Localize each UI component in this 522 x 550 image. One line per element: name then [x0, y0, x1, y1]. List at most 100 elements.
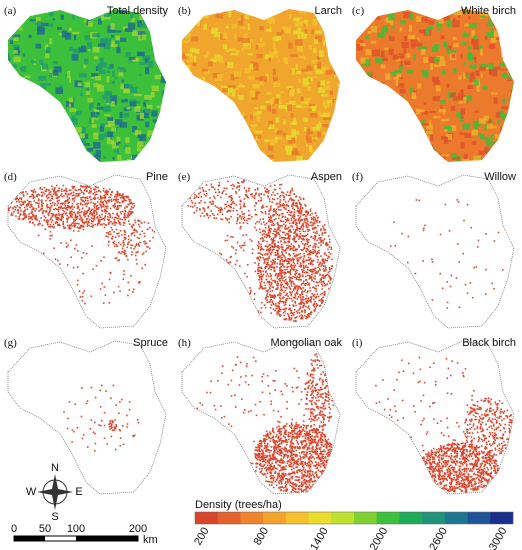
pixel-patch [140, 222, 143, 224]
pixel-patch [511, 24, 514, 29]
pixel-patch [203, 54, 209, 59]
pixel-patch [353, 21, 355, 26]
pixel-patch [266, 253, 269, 256]
pixel-patch [247, 196, 250, 199]
pixel-patch [282, 246, 284, 248]
pixel-patch [280, 265, 282, 268]
pixel-patch [292, 252, 295, 255]
pixel-patch [86, 197, 89, 199]
pixel-patch [448, 230, 451, 232]
pixel-patch [291, 312, 294, 315]
pixel-patch [271, 97, 275, 104]
pixel-patch [109, 207, 112, 210]
pixel-patch [83, 143, 90, 146]
pixel-patch [302, 84, 308, 87]
pixel-patch [201, 100, 207, 108]
pixel-patch [306, 316, 309, 319]
pixel-patch [320, 237, 322, 239]
pixel-patch [321, 299, 324, 302]
pixel-patch [60, 14, 64, 20]
pixel-patch [90, 209, 93, 212]
pixel-patch [17, 151, 25, 157]
pixel-patch [277, 287, 279, 289]
pixel-patch [38, 75, 47, 81]
pixel-patch [106, 70, 110, 74]
pixel-patch [32, 191, 35, 194]
pixel-patch [93, 133, 98, 136]
pixel-patch [512, 55, 514, 61]
pixel-patch [471, 39, 475, 44]
pixel-patch [301, 243, 304, 245]
pixel-patch [418, 29, 424, 33]
pixel-patch [277, 206, 280, 209]
pixel-patch [301, 447, 304, 449]
pixel-patch [84, 133, 89, 139]
pixel-patch [70, 206, 73, 208]
pixel-patch [415, 108, 420, 115]
pixel-patch [473, 266, 475, 269]
pixel-patch [54, 66, 62, 73]
pixel-patch [501, 73, 507, 78]
pixel-patch [289, 270, 291, 273]
pixel-patch [217, 14, 224, 19]
pixel-patch [72, 295, 74, 297]
pixel-patch [269, 9, 272, 12]
pixel-patch [111, 429, 114, 432]
pixel-patch [266, 195, 269, 197]
pixel-patch [310, 104, 317, 111]
pixel-patch [278, 224, 280, 227]
pixel-patch [6, 204, 8, 206]
pixel-patch [277, 273, 279, 276]
pixel-patch [283, 271, 286, 274]
pixel-patch [359, 154, 363, 159]
pixel-patch [269, 307, 272, 309]
pixel-patch [360, 136, 366, 141]
pixel-patch [186, 160, 190, 162]
pixel-patch [56, 204, 59, 206]
pixel-patch [127, 216, 129, 218]
pixel-patch [79, 215, 82, 217]
pixel-patch [188, 93, 196, 100]
pixel-patch [248, 187, 251, 190]
pixel-patch [19, 106, 27, 110]
pixel-patch [124, 212, 126, 215]
pixel-patch [322, 274, 325, 277]
pixel-patch [277, 241, 279, 244]
pixel-patch [485, 293, 487, 295]
pixel-patch [67, 199, 69, 202]
pixel-patch [341, 66, 346, 72]
pixel-patch [380, 157, 388, 162]
pixel-patch [70, 239, 72, 242]
pixel-patch [285, 286, 288, 289]
pixel-patch [323, 85, 331, 90]
pixel-patch [62, 223, 64, 226]
pixel-patch [75, 195, 77, 197]
pixel-patch [174, 160, 176, 163]
pixel-patch [242, 244, 244, 247]
pixel-patch [305, 224, 308, 226]
pixel-patch [431, 299, 434, 301]
pixel-patch [271, 201, 274, 204]
pixel-patch [55, 213, 57, 216]
pixel-patch [258, 287, 261, 290]
pixel-patch [146, 150, 152, 158]
pixel-patch [55, 184, 58, 187]
pixel-patch [446, 301, 449, 304]
pixel-patch [279, 272, 281, 274]
pixel-patch [497, 231, 500, 234]
pixel-patch [300, 225, 303, 228]
pixel-patch [268, 281, 270, 284]
pixel-patch [289, 291, 292, 294]
pixel-patch [274, 136, 283, 141]
pixel-patch [356, 81, 359, 87]
pixel-patch [102, 204, 105, 206]
pixel-patch [241, 125, 245, 129]
pixel-patch [315, 69, 323, 74]
pixel-patch [283, 231, 285, 234]
pixel-patch [480, 15, 486, 18]
pixel-patch [272, 210, 275, 213]
pixel-patch [147, 246, 149, 248]
pixel-patch [165, 146, 166, 152]
pixel-patch [120, 84, 125, 90]
pixel-patch [298, 308, 301, 310]
